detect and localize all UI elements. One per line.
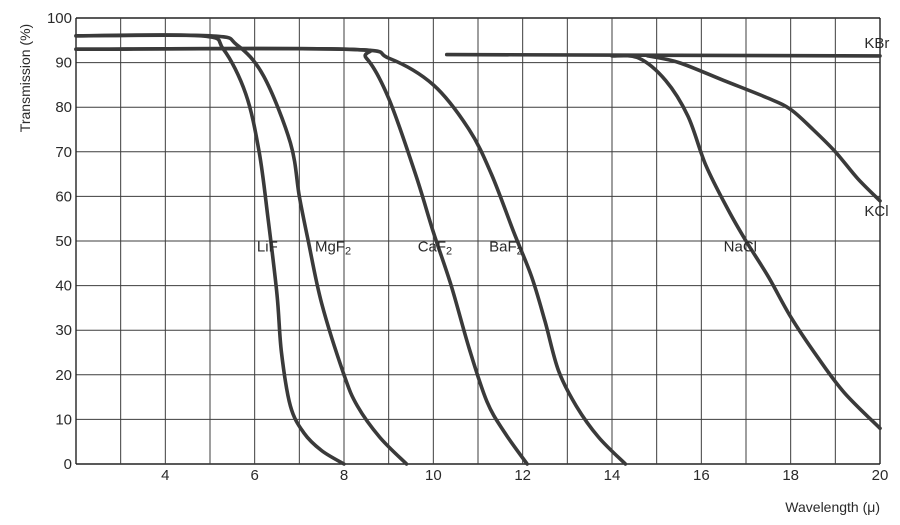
series-curves (74, 33, 882, 466)
label-kcl: KCl (864, 203, 888, 220)
y-tick-label: 90 (55, 55, 72, 72)
grid (75, 17, 881, 465)
label-nacl: NaCl (724, 239, 757, 256)
y-tick-label: 0 (64, 456, 72, 473)
x-tick-label: 20 (872, 467, 889, 484)
y-tick-label: 100 (47, 10, 72, 27)
curve-kcl (645, 54, 882, 203)
series-labels: LiF MgF2 CaF2 BaF2 NaCl KCl KBr (257, 35, 889, 258)
x-tick-label: 8 (340, 467, 348, 484)
label-baf2: BaF2 (489, 239, 523, 258)
x-tick-label: 18 (782, 467, 799, 484)
y-tick-label: 50 (55, 233, 72, 250)
y-tick-label: 60 (55, 188, 72, 205)
y-tick-label: 30 (55, 322, 72, 339)
y-tick-label: 40 (55, 278, 72, 295)
x-axis-title: Wavelength (μ) (785, 499, 880, 515)
curve-lif (74, 33, 346, 466)
x-tick-label: 4 (161, 467, 169, 484)
y-axis-title: Transmission (%) (17, 24, 33, 132)
curve-nacl (610, 53, 882, 431)
label-caf2: CaF2 (418, 239, 452, 258)
y-tick-labels: 0 10 20 30 40 50 60 70 80 90 100 (47, 10, 72, 473)
curve-kbr (444, 52, 882, 58)
curve-mgf2 (74, 33, 409, 466)
x-tick-labels: 4 6 8 10 12 14 16 18 20 (161, 467, 888, 484)
x-tick-label: 12 (514, 467, 531, 484)
y-tick-label: 80 (55, 99, 72, 116)
label-kbr: KBr (864, 35, 889, 52)
x-tick-label: 16 (693, 467, 710, 484)
x-tick-label: 14 (604, 467, 621, 484)
x-tick-label: 6 (250, 467, 258, 484)
label-mgf2: MgF2 (315, 239, 351, 258)
y-tick-label: 10 (55, 411, 72, 428)
curve-baf2 (74, 46, 628, 466)
x-tick-label: 10 (425, 467, 442, 484)
y-tick-label: 70 (55, 144, 72, 161)
y-tick-label: 20 (55, 367, 72, 384)
curve-caf2 (74, 46, 529, 466)
label-lif: LiF (257, 239, 278, 256)
